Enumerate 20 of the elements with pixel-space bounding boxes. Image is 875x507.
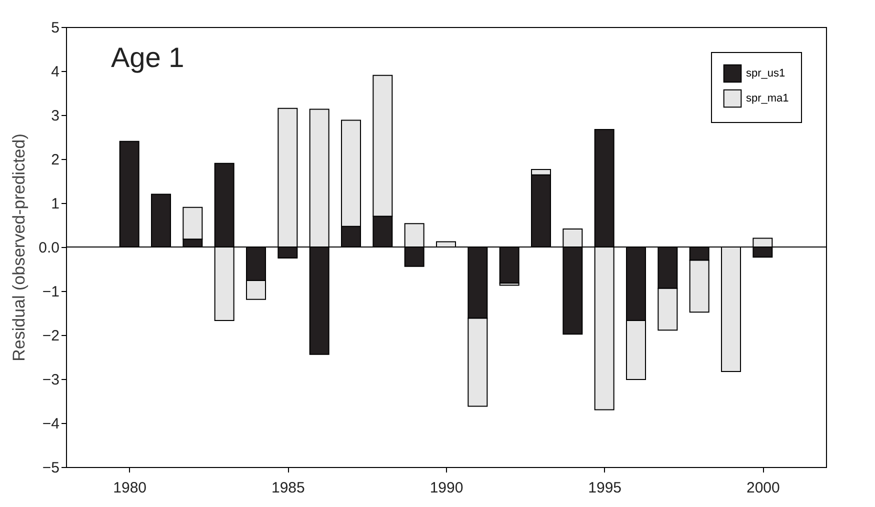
x-tick-label: 1980 xyxy=(113,480,147,496)
y-tick-label: −4 xyxy=(42,416,60,432)
legend-label: spr_ma1 xyxy=(746,92,789,104)
x-tick-label: 1985 xyxy=(271,480,305,496)
x-tick-label: 1995 xyxy=(588,480,622,496)
x-tick-label: 1990 xyxy=(430,480,464,496)
y-tick-label: −5 xyxy=(42,460,60,476)
y-tick-label: 3 xyxy=(51,108,60,124)
y-tick-label: 5 xyxy=(51,20,60,36)
y-axis-title: Residual (observed-predicted) xyxy=(10,134,29,362)
y-tick-label: −3 xyxy=(42,372,60,388)
legend-label: spr_us1 xyxy=(746,68,786,80)
y-tick-label: −2 xyxy=(42,328,60,344)
y-tick-label: 2 xyxy=(51,152,60,168)
y-tick-label: −1 xyxy=(42,284,60,300)
annotation: Age 1 xyxy=(111,42,184,73)
y-tick-label: 1 xyxy=(51,196,60,212)
x-tick-label: 2000 xyxy=(746,480,780,496)
y-tick-label: 4 xyxy=(51,64,60,80)
y-tick-label: 0.0 xyxy=(38,240,60,256)
